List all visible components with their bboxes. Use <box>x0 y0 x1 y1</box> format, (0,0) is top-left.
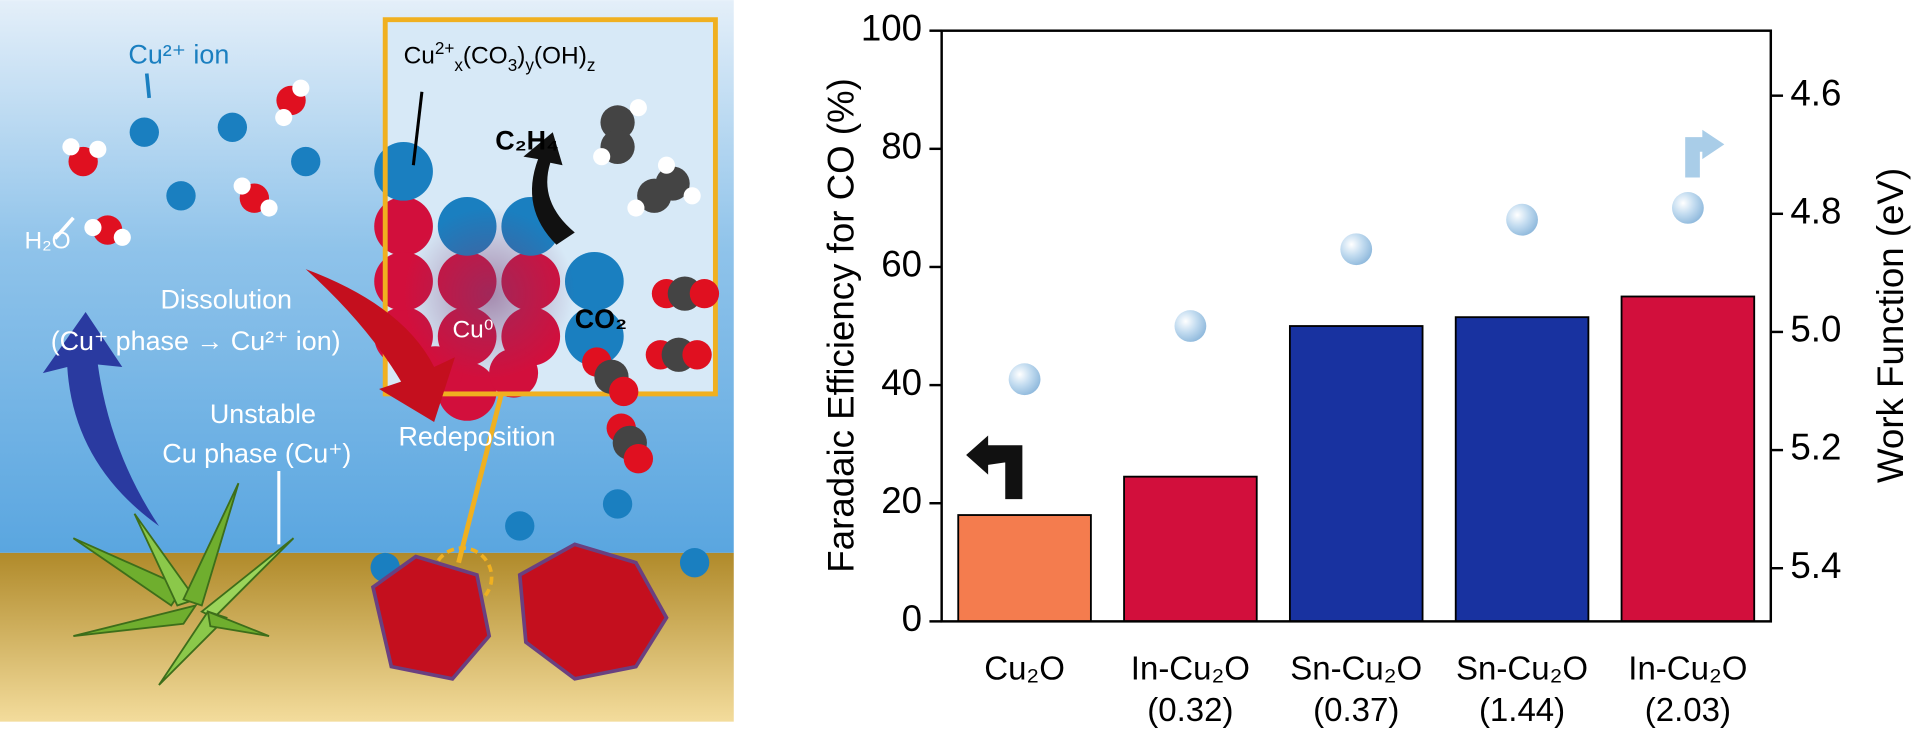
x-tick-label-line: (1.44) <box>1479 691 1565 728</box>
ion-label: Cu²⁺ ion <box>128 40 229 70</box>
bar <box>957 514 1092 623</box>
conversion-arrow <box>523 132 575 245</box>
x-tick-label: Sn-Cu₂O (1.44) <box>1456 649 1588 728</box>
y-axis-label: Faradaic Efficiency for CO (%) <box>821 78 862 573</box>
x-tick-label-line: (0.32) <box>1147 691 1233 728</box>
unstable-label: Unstable <box>210 399 316 429</box>
x-tick-label-line: (0.37) <box>1313 691 1399 728</box>
bar <box>1620 295 1756 623</box>
y-tick-label: 100 <box>861 7 922 48</box>
dissolution-arrow <box>42 311 159 526</box>
x-tick-label-line: (2.03) <box>1645 691 1731 728</box>
co2-molecules <box>582 276 720 474</box>
plot-frame <box>940 29 1773 623</box>
zoom-connector <box>456 393 504 564</box>
zoom-box <box>382 17 718 397</box>
y2-tick-label: 5.2 <box>1790 427 1841 468</box>
dissolution-detail: (Cu⁺ phase → Cu²⁺ ion) <box>51 326 341 356</box>
ions <box>129 112 710 583</box>
formula-part: ) <box>517 43 525 70</box>
redeposited-crystals <box>370 542 669 681</box>
formula-part: y <box>525 56 534 75</box>
redeposition-arrow <box>305 269 455 423</box>
y-tick-label: 40 <box>881 362 922 403</box>
dissolution-label: Dissolution <box>160 284 292 314</box>
unstable-detail: Cu phase (Cu⁺) <box>162 438 351 468</box>
x-tick-label-line: Sn-Cu₂O <box>1290 649 1422 686</box>
bar <box>1123 475 1258 623</box>
x-tick-label-line: Sn-Cu₂O <box>1456 649 1588 686</box>
x-tick-label-line: In-Cu₂O <box>1628 649 1747 686</box>
schematic: Cu²⁺ ion H₂O Dissolution (Cu⁺ phase → Cu… <box>0 0 734 722</box>
cu-phase-crystals <box>72 482 295 686</box>
y-tick-label: 0 <box>902 598 922 639</box>
x-tick-label: Cu₂O <box>984 649 1065 686</box>
x-tick-label: In-Cu₂O (0.32) <box>1131 649 1250 728</box>
x-tick-label: In-Cu₂O (2.03) <box>1628 649 1747 728</box>
work-function-point <box>1340 233 1373 266</box>
work-function-point <box>1174 310 1207 342</box>
co2-label: CO₂ <box>575 304 627 334</box>
ethylene-label: C₂H₄ <box>495 125 559 155</box>
x-tick-label: Sn-Cu₂O (0.37) <box>1290 649 1422 728</box>
y2-tick-label: 5.0 <box>1790 309 1841 350</box>
bar <box>1288 325 1424 623</box>
formula-part: Cu <box>404 43 435 70</box>
y-tick-label: 20 <box>881 480 922 521</box>
cu0-label: Cu⁰ <box>452 317 493 344</box>
ion-pointer <box>144 73 152 99</box>
water-label: H₂O <box>24 227 70 254</box>
y-tick-label: 80 <box>881 126 922 167</box>
water-molecules <box>62 79 310 246</box>
bar <box>1454 316 1590 623</box>
lattice <box>374 141 624 421</box>
right-axis-indicator <box>1685 129 1725 178</box>
formula-part: (OH) <box>534 43 587 70</box>
x-tick-label-line: In-Cu₂O <box>1131 649 1250 686</box>
y-tick-label: 60 <box>881 244 922 285</box>
ethylene-molecules <box>593 99 701 217</box>
y2-tick-label: 5.4 <box>1790 545 1841 586</box>
formula-part: 2+ <box>435 39 455 58</box>
formula: Cu2+x(CO3)y(OH)z <box>404 39 596 75</box>
formula-pointer <box>411 91 424 166</box>
x-tick-label-line: Cu₂O <box>984 649 1065 686</box>
redeposition-label: Redeposition <box>398 421 555 451</box>
work-function-point <box>1008 363 1041 396</box>
water-pointer <box>53 216 75 240</box>
left-axis-indicator <box>966 435 1023 500</box>
y2-tick-label: 4.6 <box>1790 72 1841 113</box>
work-function-point <box>1506 203 1538 236</box>
work-function-point <box>1671 191 1704 224</box>
y2-tick-label: 4.8 <box>1790 190 1841 231</box>
formula-part: z <box>587 56 596 75</box>
formula-part: (CO <box>463 43 508 70</box>
formula-part: 3 <box>508 56 518 75</box>
y2-axis-label: Work Function (eV) <box>1870 168 1911 483</box>
chart: Faradaic Efficiency for CO (%) Work Func… <box>821 7 1911 727</box>
formula-part: x <box>454 56 463 75</box>
